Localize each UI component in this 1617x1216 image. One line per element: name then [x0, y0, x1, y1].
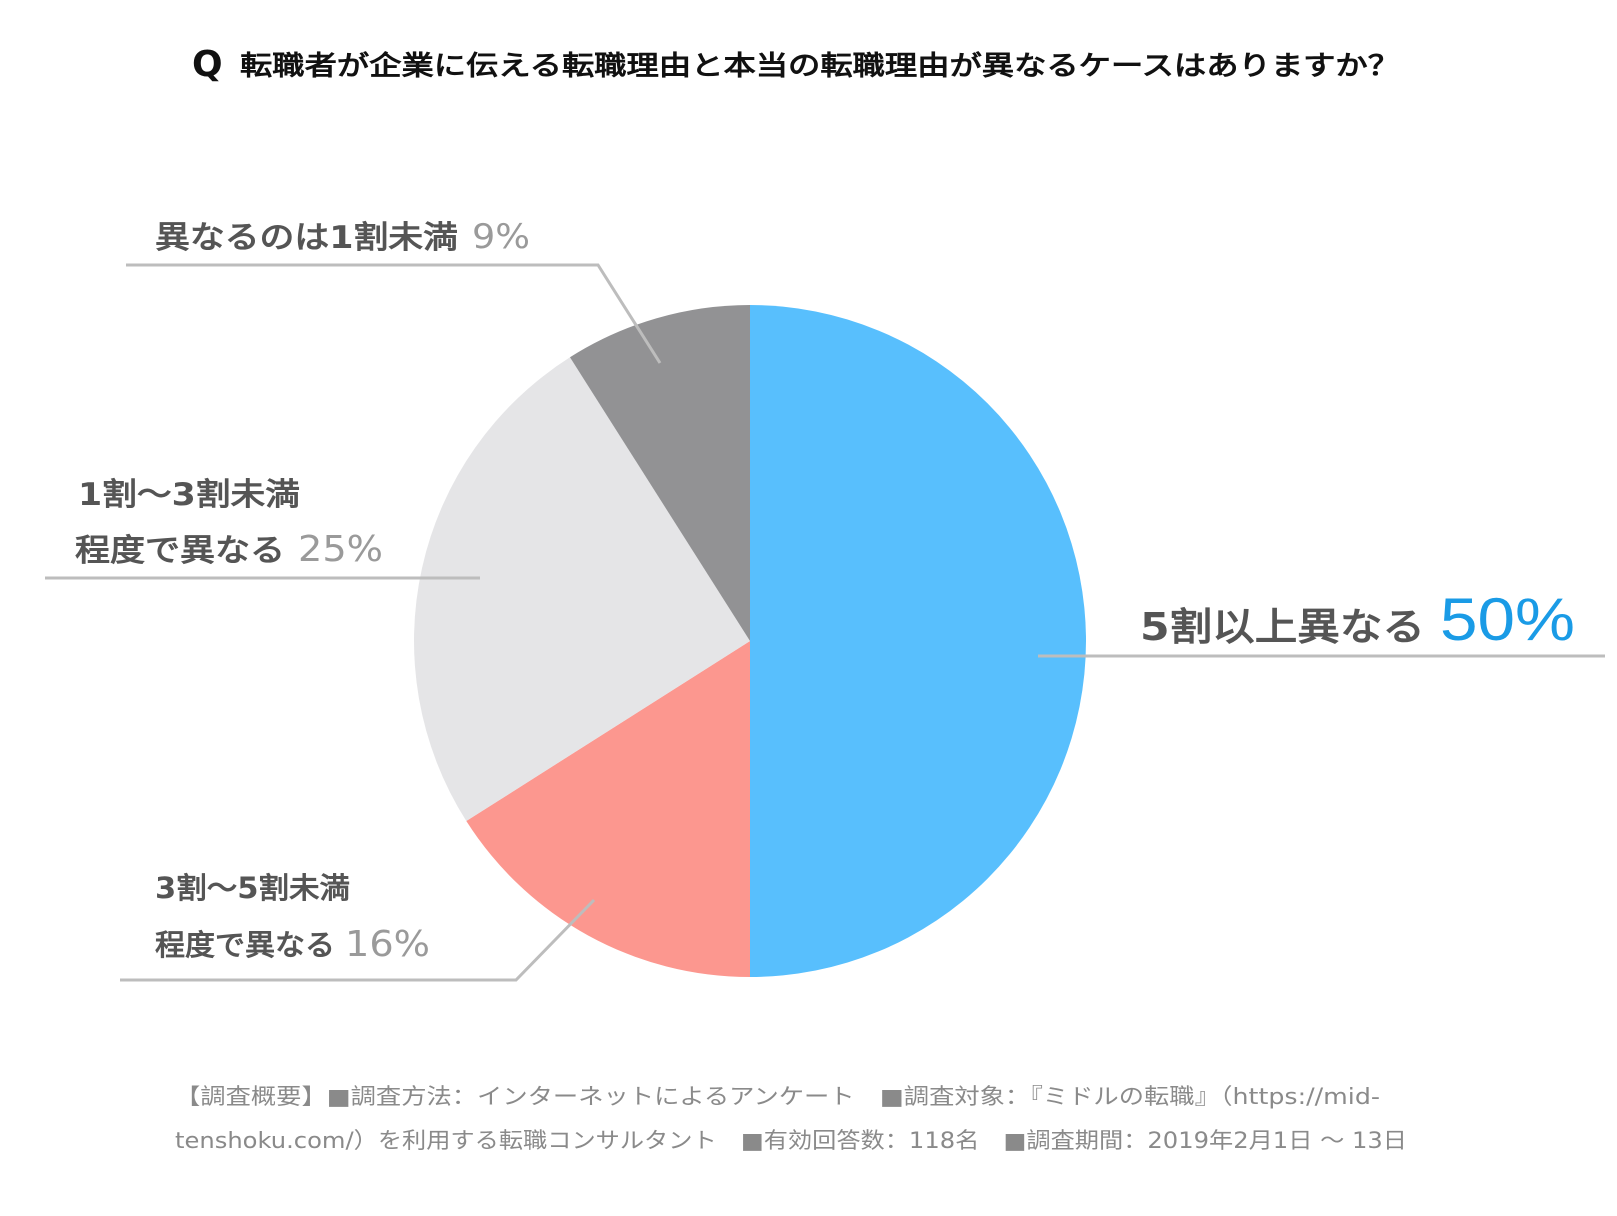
leader-line-under1: [126, 263, 662, 364]
footer-line-2: tenshoku.com/）を利用する転職コンサルタント ■有効回答数：118名…: [175, 1129, 1407, 1154]
leader-line-3to5: [120, 898, 596, 982]
pie-slice-under1: [569, 305, 750, 641]
pie-slice-3to5: [466, 641, 750, 977]
value-label-3to5: 16%: [345, 924, 430, 965]
chart-title: 転職者が企業に伝える転職理由と本当の転職理由が異なるケースはありますか？: [240, 50, 1400, 82]
footer-line-1: 【調査概要】■調査方法：インターネットによるアンケート ■調査対象：『ミドルの転…: [175, 1085, 1380, 1110]
value-label-over5: 50%: [1440, 586, 1575, 653]
value-label-1to3: 25%: [298, 529, 383, 570]
pie-slice-over5: [750, 305, 1086, 977]
label-3to5-line2: 程度で異なる: [155, 928, 335, 962]
label-under1: 異なるのは1割未満: [155, 220, 458, 256]
title-q-mark: Q: [192, 44, 223, 85]
value-label-under1: 9%: [472, 217, 530, 257]
label-1to3-line2: 程度で異なる: [75, 533, 285, 569]
pie-slice-1to3: [414, 357, 750, 822]
label-1to3-line1: 1割〜3割未満: [78, 477, 300, 513]
label-3to5-line1: 3割〜5割未満: [155, 871, 350, 905]
pie-slices: [414, 305, 1086, 977]
label-over5: 5割以上異なる: [1140, 605, 1425, 649]
